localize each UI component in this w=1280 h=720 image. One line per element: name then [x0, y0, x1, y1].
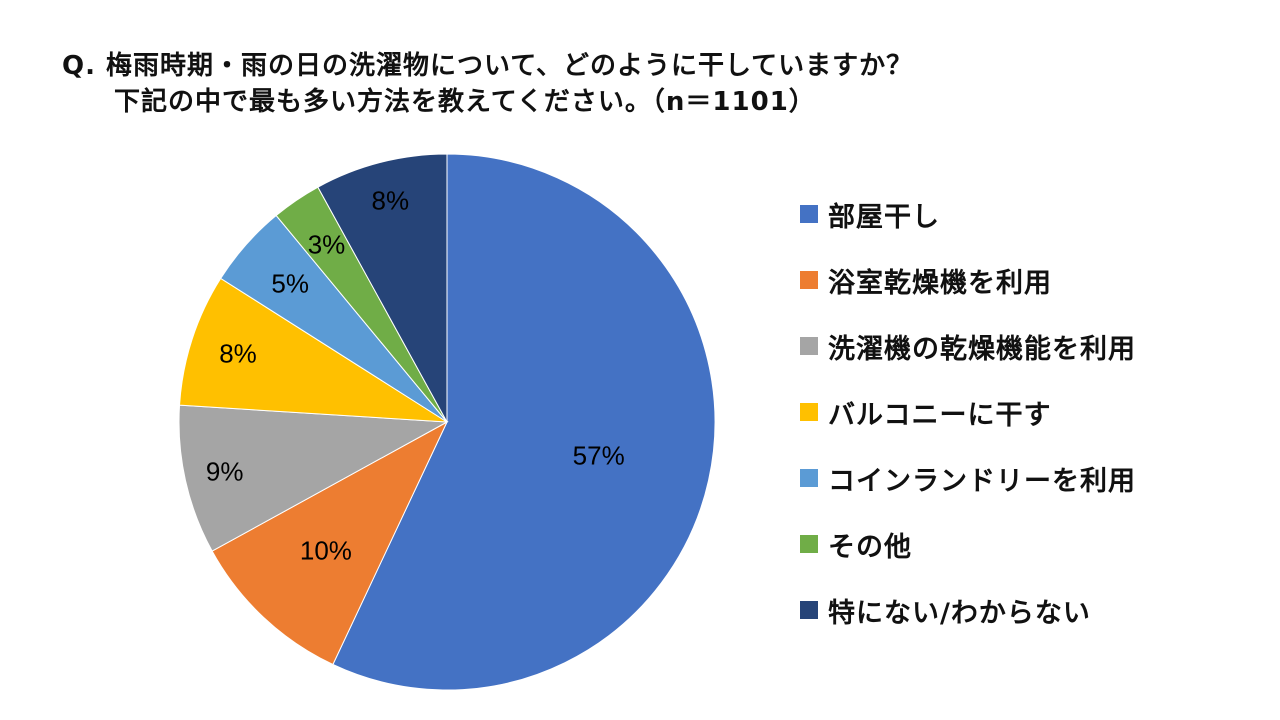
legend-swatch: [800, 337, 818, 355]
legend-label: 部屋干し: [828, 201, 940, 233]
legend-swatch: [800, 403, 818, 421]
pie-label-coin-laundry: 5%: [271, 268, 309, 299]
legend-swatch: [800, 205, 818, 223]
legend-item-heya-boshi: 部屋干し: [800, 181, 1136, 247]
legend-label: 洗濯機の乾燥機能を利用: [828, 333, 1136, 365]
legend-item-balcony: バルコニーに干す: [800, 379, 1136, 445]
chart-title: Q. 梅雨時期・雨の日の洗濯物について、どのように干していますか？ 下記の中で最…: [62, 48, 913, 120]
legend-item-bathroom-dryer: 浴室乾燥機を利用: [800, 247, 1136, 313]
legend-swatch: [800, 271, 818, 289]
legend-item-none-unknown: 特にない/わからない: [800, 577, 1136, 643]
legend-label: 浴室乾燥機を利用: [828, 267, 1052, 299]
pie-slice-balcony: [178, 277, 448, 423]
chart-title-line1: Q. 梅雨時期・雨の日の洗濯物について、どのように干していますか？: [62, 51, 914, 81]
legend-label: その他: [828, 531, 912, 563]
legend-swatch: [800, 535, 818, 553]
legend-item-coin-laundry: コインランドリーを利用: [800, 445, 1136, 511]
pie-label-none-unknown: 8%: [371, 185, 410, 216]
pie-label-heya-boshi: 57%: [572, 440, 625, 471]
pie-slice-none-unknown: [317, 153, 448, 423]
legend-item-washer-dryer: 洗濯機の乾燥機能を利用: [800, 313, 1136, 379]
pie-label-other: 3%: [307, 229, 346, 260]
legend-label: コインランドリーを利用: [828, 465, 1136, 497]
legend-item-other: その他: [800, 511, 1136, 577]
legend-label: バルコニーに干す: [828, 399, 1052, 431]
pie-label-bathroom-dryer: 10%: [299, 535, 352, 566]
legend-swatch: [800, 469, 818, 487]
legend-swatch: [800, 601, 818, 619]
pie-label-washer-dryer: 9%: [205, 456, 244, 487]
legend-label: 特にない/わからない: [828, 597, 1091, 629]
chart-legend: 部屋干し 浴室乾燥機を利用 洗濯機の乾燥機能を利用 バルコニーに干す コインラン…: [800, 181, 1136, 643]
pie-slice-washer-dryer: [178, 404, 449, 552]
pie-label-balcony: 8%: [219, 338, 257, 369]
pie-slice-bathroom-dryer: [211, 420, 449, 666]
pie-slice-heya-boshi: [332, 153, 716, 691]
chart-title-line2: 下記の中で最も多い方法を教えてください。（n＝1101）: [114, 87, 816, 117]
